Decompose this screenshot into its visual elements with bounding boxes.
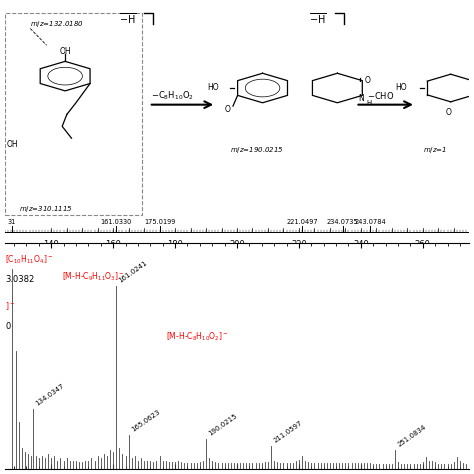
Text: $m/z$=132.0180: $m/z$=132.0180 <box>30 19 84 29</box>
Text: 31: 31 <box>8 219 16 225</box>
Text: 190.0215: 190.0215 <box>208 413 238 437</box>
Text: 260: 260 <box>415 240 431 249</box>
Text: N: N <box>359 94 365 103</box>
Text: $m/z$=310.1115: $m/z$=310.1115 <box>18 203 73 214</box>
Text: O: O <box>446 108 452 117</box>
Text: HO: HO <box>207 83 219 92</box>
Text: OH: OH <box>60 47 71 56</box>
Text: 211.0597: 211.0597 <box>273 419 304 443</box>
Text: 161.0330: 161.0330 <box>100 219 132 225</box>
Text: $m/z$=1: $m/z$=1 <box>423 145 447 155</box>
Text: 134.0347: 134.0347 <box>34 383 65 407</box>
Text: $-\mathrm{C_8H_{10}O_2}$: $-\mathrm{C_8H_{10}O_2}$ <box>151 90 194 102</box>
Text: 140: 140 <box>43 240 59 249</box>
Text: [M-H-C$_8$H$_{10}$O$_2]^-$: [M-H-C$_8$H$_{10}$O$_2]^-$ <box>166 331 228 343</box>
Text: H: H <box>366 100 371 106</box>
Text: O: O <box>225 105 230 114</box>
Text: $\mathregular{\overline{-H}}$: $\mathregular{\overline{-H}}$ <box>309 11 327 26</box>
Text: 175.0199: 175.0199 <box>144 219 175 225</box>
Text: HO: HO <box>395 83 407 92</box>
Text: 3.0382: 3.0382 <box>5 274 35 283</box>
Text: $-\mathrm{CHO}$: $-\mathrm{CHO}$ <box>367 90 394 100</box>
Text: [M-H-C$_9$H$_{11}$O$_3]^-$: [M-H-C$_9$H$_{11}$O$_3]^-$ <box>62 270 125 283</box>
Text: 221.0497: 221.0497 <box>286 219 318 225</box>
Text: 240: 240 <box>353 240 369 249</box>
Text: 243.0784: 243.0784 <box>355 219 386 225</box>
Text: $\mathregular{[}$C$_{10}$H$_{11}$O$_4]^-$: $\mathregular{[}$C$_{10}$H$_{11}$O$_4]^-… <box>5 253 54 265</box>
Text: OH: OH <box>7 140 18 149</box>
Text: 200: 200 <box>229 240 245 249</box>
Text: 220: 220 <box>291 240 307 249</box>
Text: 161.0241: 161.0241 <box>118 260 149 283</box>
Text: 180: 180 <box>167 240 183 249</box>
Text: $m/z$=190.0215: $m/z$=190.0215 <box>230 145 284 155</box>
Text: $]^-$: $]^-$ <box>5 301 16 312</box>
Text: 165.0623: 165.0623 <box>130 409 161 433</box>
Text: O: O <box>365 76 371 85</box>
Text: 0: 0 <box>5 322 10 331</box>
Text: 251.0834: 251.0834 <box>397 424 428 447</box>
Text: 160: 160 <box>105 240 121 249</box>
Text: $\mathregular{\overline{-H}}$: $\mathregular{\overline{-H}}$ <box>118 11 136 26</box>
Text: 234.0735: 234.0735 <box>327 219 358 225</box>
